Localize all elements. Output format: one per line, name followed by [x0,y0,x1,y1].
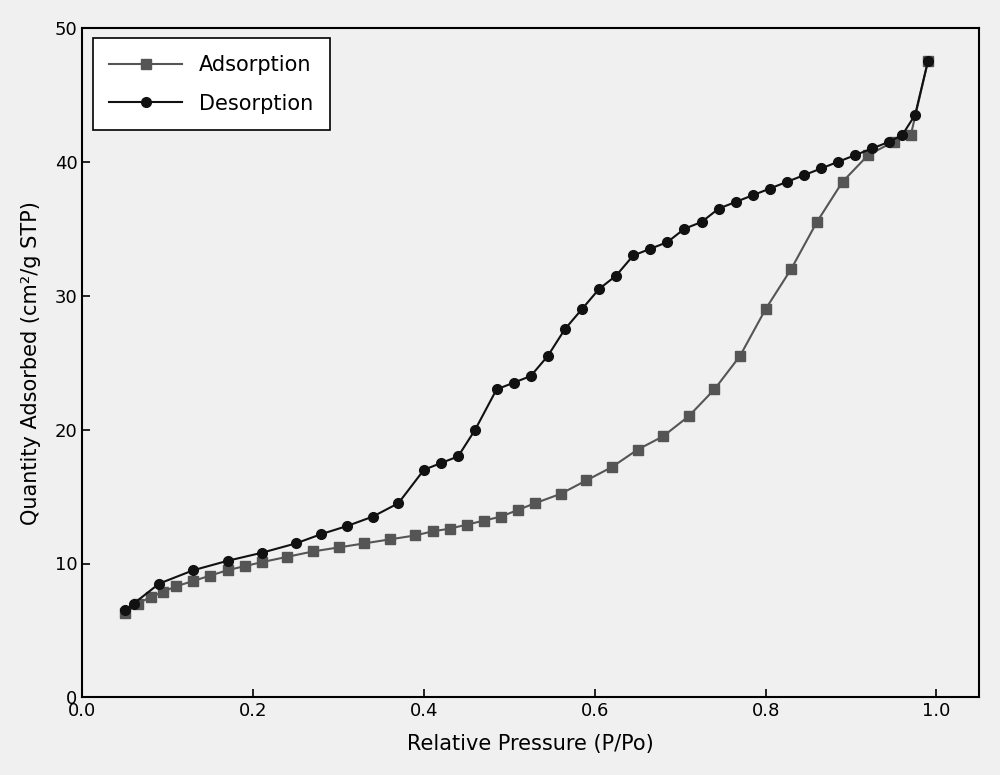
Desorption [559,325,571,334]
Adsorption [837,177,849,187]
Adsorption [512,505,524,515]
Line: Adsorption: Adsorption [120,57,933,618]
Legend: Adsorption, Desorption: Adsorption, Desorption [93,38,330,130]
Desorption [452,452,464,461]
Adsorption [555,489,567,498]
Desorption [418,465,430,474]
Adsorption [239,562,251,571]
Desorption [922,57,934,66]
Desorption [730,198,742,207]
Adsorption [256,557,268,567]
Adsorption [811,217,823,226]
Desorption [367,512,379,522]
Adsorption [785,264,797,274]
Desorption [696,217,708,226]
Desorption [119,606,131,615]
Adsorption [409,531,421,540]
Adsorption [862,150,874,160]
Adsorption [333,542,345,552]
Adsorption [187,577,199,586]
Y-axis label: Quantity Adsorbed (cm²/g STP): Quantity Adsorbed (cm²/g STP) [21,201,41,525]
Desorption [542,351,554,360]
Desorption [341,522,353,531]
Desorption [128,599,140,608]
Desorption [392,498,404,508]
Adsorption [683,412,695,421]
Desorption [747,191,759,200]
Desorption [187,566,199,575]
Adsorption [657,432,669,441]
Desorption [256,548,268,557]
Desorption [610,271,622,281]
Adsorption [632,445,644,454]
Adsorption [444,524,456,533]
Desorption [315,529,327,539]
Adsorption [606,463,618,472]
Desorption [491,384,503,394]
Adsorption [384,535,396,544]
Desorption [866,143,878,153]
Adsorption [760,305,772,314]
Adsorption [922,57,934,66]
Adsorption [170,581,182,591]
Adsorption [905,130,917,140]
Desorption [661,237,673,246]
Desorption [781,177,793,187]
Adsorption [529,498,541,508]
Desorption [798,170,810,180]
Desorption [896,130,908,140]
Adsorption [204,571,216,580]
Desorption [222,556,234,566]
Desorption [593,284,605,294]
Adsorption [307,547,319,556]
Desorption [435,458,447,467]
Desorption [678,224,690,233]
Desorption [832,157,844,167]
Desorption [627,251,639,260]
X-axis label: Relative Pressure (P/Po): Relative Pressure (P/Po) [407,734,654,754]
Desorption [576,305,588,314]
Adsorption [478,516,490,525]
Desorption [713,204,725,213]
Desorption [644,244,656,253]
Adsorption [281,552,293,561]
Adsorption [427,527,439,536]
Adsorption [145,592,157,601]
Desorption [508,378,520,388]
Desorption [153,579,165,588]
Adsorption [734,351,746,360]
Desorption [815,164,827,173]
Desorption [469,425,481,434]
Adsorption [157,587,169,596]
Adsorption [708,384,720,394]
Desorption [883,137,895,146]
Desorption [290,539,302,548]
Desorption [909,110,921,119]
Line: Desorption: Desorption [120,57,933,615]
Adsorption [119,608,131,618]
Desorption [525,371,537,381]
Adsorption [358,539,370,548]
Desorption [849,150,861,160]
Adsorption [461,520,473,529]
Desorption [764,184,776,193]
Adsorption [580,476,592,485]
Adsorption [132,599,144,608]
Adsorption [222,566,234,575]
Adsorption [888,137,900,146]
Adsorption [495,512,507,522]
